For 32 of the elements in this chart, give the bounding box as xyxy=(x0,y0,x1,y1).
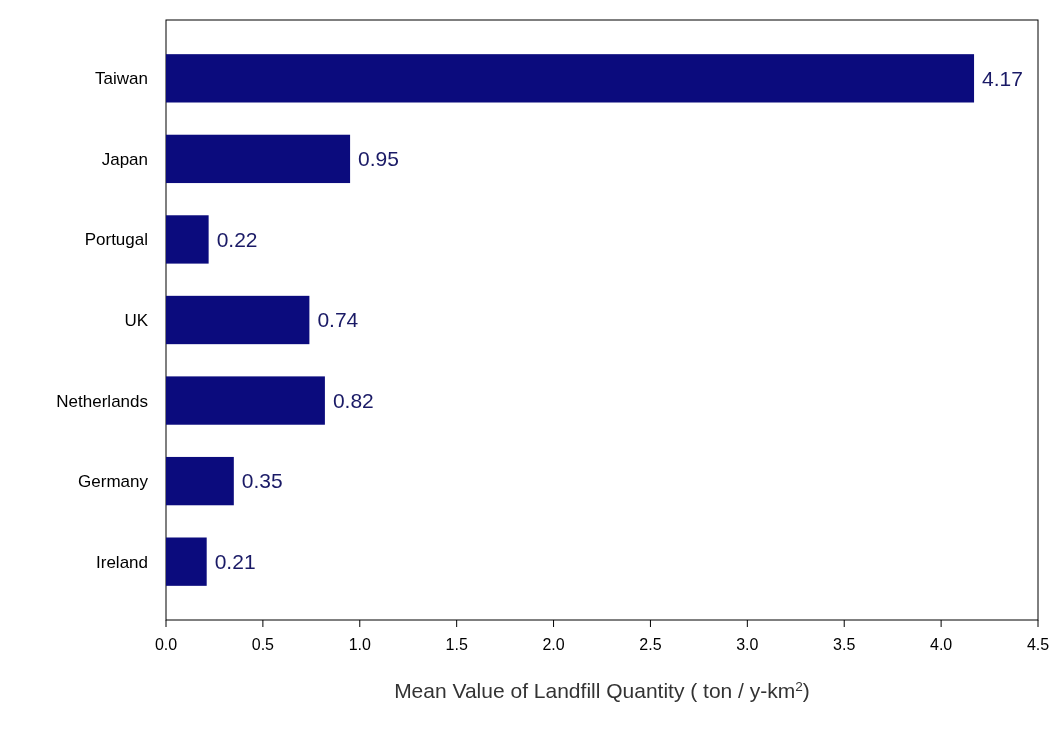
y-tick-label: Netherlands xyxy=(56,391,148,411)
data-label: 4.17 xyxy=(982,66,1023,90)
bar xyxy=(166,295,310,345)
bar xyxy=(166,456,234,506)
y-tick-label: Japan xyxy=(101,149,148,169)
y-tick-label: Portugal xyxy=(84,230,148,250)
y-tick-label: Ireland xyxy=(96,552,148,572)
x-tick-label: 1.0 xyxy=(348,636,371,653)
data-label: 0.35 xyxy=(241,469,283,493)
bar xyxy=(166,215,209,264)
data-label: 0.82 xyxy=(332,388,374,412)
data-label: 0.74 xyxy=(317,308,359,332)
x-tick-label: 0.5 xyxy=(251,636,275,653)
data-label: 0.21 xyxy=(214,550,256,574)
data-label: 0.22 xyxy=(216,227,258,251)
x-tick-label: 3.0 xyxy=(736,636,759,653)
bar xyxy=(166,537,207,586)
x-tick-label: 4.5 xyxy=(1026,636,1050,653)
y-tick-label: Taiwan xyxy=(95,69,148,89)
x-tick-label: 2.0 xyxy=(542,636,565,653)
x-tick-label: 0.0 xyxy=(154,636,178,653)
x-tick-label: 3.5 xyxy=(833,636,856,653)
bar xyxy=(166,376,325,425)
x-tick-label: 4.0 xyxy=(929,636,953,653)
y-tick-label: UK xyxy=(124,310,149,330)
bar xyxy=(166,54,975,103)
y-tick-label: Germany xyxy=(78,472,149,492)
x-axis-title: Mean Value of Landfill Quantity ( ton / y-km$^{2}$) xyxy=(394,678,810,702)
x-tick-label: 1.5 xyxy=(445,636,468,653)
data-label: 0.95 xyxy=(358,147,399,171)
x-tick-label: 2.5 xyxy=(639,636,662,653)
bar xyxy=(166,134,351,184)
